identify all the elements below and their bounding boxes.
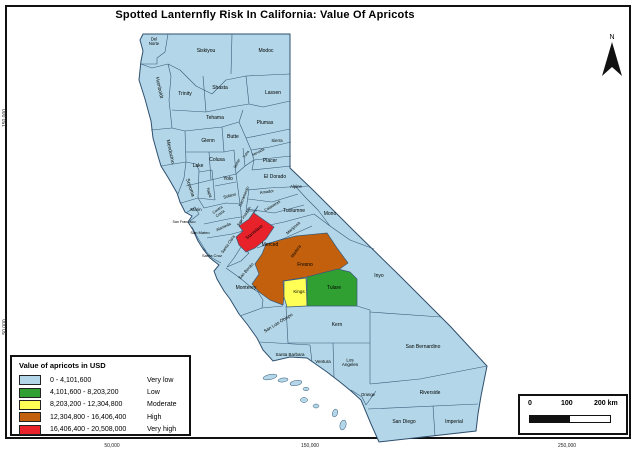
county-label: Amador <box>260 188 275 195</box>
county-label: Plumas <box>257 120 274 126</box>
county-label: Modoc <box>258 48 274 54</box>
county-label: Shasta <box>212 85 228 91</box>
page-title: Spotted Lanternfly Risk In California: V… <box>115 9 415 21</box>
county-label: Sutter <box>233 157 242 168</box>
legend-row: 4,101,600 - 8,203,200 Low <box>19 386 189 398</box>
county-label: Kings <box>293 289 305 294</box>
county-label: Riverside <box>420 390 441 396</box>
legend-level: Very high <box>147 426 177 434</box>
county-label: Merced <box>262 242 279 248</box>
grid-label-bottom: 250,000 <box>557 443 577 449</box>
county-label: Orange <box>361 392 376 397</box>
legend-level: Very low <box>147 376 174 384</box>
county-kings <box>283 277 308 308</box>
legend-row: 0 - 4,101,600 Very low <box>19 374 189 386</box>
county-label: Mendocino <box>165 139 176 164</box>
scale-label-0: 0 <box>528 400 532 407</box>
scale-bar-graphic <box>529 415 611 423</box>
county-label: Yolo <box>223 176 233 182</box>
county-label: Alpine <box>290 184 302 189</box>
county-label: Solano <box>223 191 238 199</box>
county-label: Sonoma <box>184 178 196 198</box>
legend-range: 4,101,600 - 8,203,200 <box>50 389 119 397</box>
legend-range: 8,203,200 - 12,304,800 <box>50 401 123 409</box>
county-label: Placer <box>263 158 278 164</box>
county-label: Mono <box>324 211 337 217</box>
county-label: El Dorado <box>264 174 286 180</box>
county-label: San Bernardino <box>406 344 441 350</box>
map-legend: Value of apricots in USD 0 - 4,101,600 V… <box>10 355 191 436</box>
legend-range: 12,304,800 - 16,406,400 <box>50 413 127 421</box>
county-label: Los Angeles <box>342 358 359 368</box>
county-label: Ventura <box>315 359 331 364</box>
county-label: Nevada <box>252 147 266 157</box>
legend-range: 0 - 4,101,600 <box>50 376 92 384</box>
channel-islands <box>262 373 347 431</box>
county-label: Kern <box>332 322 343 328</box>
county-label: Lake <box>193 163 204 169</box>
county-label: Colusa <box>209 157 225 163</box>
legend-swatch <box>19 412 41 423</box>
legend-swatch <box>19 424 41 435</box>
county-label: Glenn <box>201 138 215 144</box>
county-label: Siskiyou <box>197 48 216 54</box>
county-label: Sierra <box>271 138 283 143</box>
county-label: Tehama <box>206 115 224 121</box>
legend-range: 16,406,400 - 20,508,000 <box>50 426 127 434</box>
scale-bar-filled-half <box>530 416 570 422</box>
grid-label-bottom: 150,000 <box>300 443 320 449</box>
county-label: Marin <box>190 207 202 212</box>
county-label: Lassen <box>265 90 281 96</box>
county-label: Del Norte <box>149 37 160 47</box>
county-label: Alameda <box>215 221 232 233</box>
county-label: Napa <box>206 187 214 199</box>
north-arrow-label: N <box>609 34 614 41</box>
legend-level: High <box>147 413 162 421</box>
county-label: Humboldt <box>154 77 164 100</box>
grid-label-bottom: 50,000 <box>104 443 120 449</box>
county-label: Imperial <box>445 419 463 425</box>
scale-label-100: 100 <box>561 400 573 407</box>
county-label: Yuba <box>242 149 251 159</box>
legend-swatch <box>19 375 41 386</box>
north-arrow: N <box>602 34 622 76</box>
legend-row: 8,203,200 - 12,304,800 Moderate <box>19 399 189 411</box>
legend-rows: 0 - 4,101,600 Very low 4,101,600 - 8,203… <box>19 374 189 436</box>
scale-bar: 0 100 200 km <box>518 394 628 435</box>
county-label: San Francisco <box>173 220 196 224</box>
county-label: Butte <box>227 134 239 140</box>
county-label: San Diego <box>392 419 416 425</box>
legend-level: Moderate <box>147 401 177 409</box>
legend-level: Low <box>147 389 160 397</box>
north-arrow-icon <box>602 42 622 76</box>
legend-row: 12,304,800 - 16,406,400 High <box>19 411 189 423</box>
neatline-frame <box>5 5 631 439</box>
county-label: Monterey <box>236 285 257 291</box>
county-label: Fresno <box>297 262 313 268</box>
county-label: Tuolumne <box>283 208 305 214</box>
scale-bar-labels: 0 100 200 km <box>520 400 626 411</box>
county-stanislaus <box>235 205 275 253</box>
grid-label-left: 50,000 <box>2 319 8 335</box>
county-label: ContraCosta <box>212 205 227 219</box>
county-label: Inyo <box>374 273 384 279</box>
grid-label-left: 150,000 <box>2 108 8 128</box>
legend-row: 16,406,400 - 20,508,000 Very high <box>19 424 189 436</box>
legend-title: Value of apricots in USD <box>19 361 106 370</box>
county-label: Tulare <box>327 285 341 291</box>
county-label: Santa Cruz <box>202 253 222 258</box>
county-label: San Mateo <box>190 230 210 235</box>
county-tulare <box>306 268 358 307</box>
legend-swatch <box>19 387 41 398</box>
county-label: Santa Barbara <box>275 352 305 357</box>
scale-label-200: 200 km <box>594 400 618 407</box>
county-label: Trinity <box>178 91 192 97</box>
risk-counties <box>235 205 358 308</box>
legend-swatch <box>19 399 41 410</box>
